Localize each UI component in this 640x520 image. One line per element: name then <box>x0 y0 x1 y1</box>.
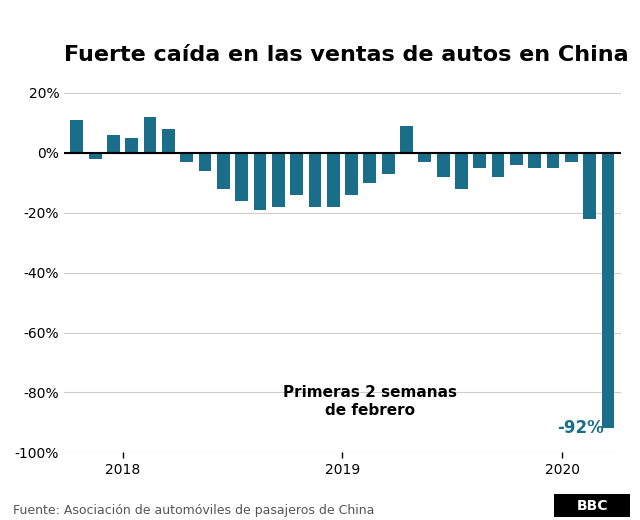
Bar <box>455 153 468 189</box>
Bar <box>236 153 248 201</box>
Bar <box>528 153 541 168</box>
Bar <box>565 153 578 162</box>
Bar <box>400 126 413 153</box>
Bar <box>419 153 431 162</box>
Bar <box>125 138 138 153</box>
Bar <box>492 153 504 177</box>
Bar <box>290 153 303 195</box>
Bar <box>143 117 157 153</box>
Bar <box>89 153 102 159</box>
Bar <box>345 153 358 195</box>
Bar <box>198 153 211 171</box>
Text: Fuente: Asociación de automóviles de pasajeros de China: Fuente: Asociación de automóviles de pas… <box>13 504 374 517</box>
Bar <box>107 135 120 153</box>
Bar <box>547 153 559 168</box>
Text: BBC: BBC <box>576 499 608 513</box>
Bar <box>364 153 376 183</box>
Bar <box>382 153 395 174</box>
Bar <box>70 120 83 153</box>
Bar <box>217 153 230 189</box>
Bar <box>436 153 449 177</box>
Bar <box>253 153 266 210</box>
Text: Primeras 2 semanas
de febrero: Primeras 2 semanas de febrero <box>283 385 457 418</box>
Text: Fuerte caída en las ventas de autos en China: Fuerte caída en las ventas de autos en C… <box>64 45 628 66</box>
Bar <box>162 129 175 153</box>
Text: -92%: -92% <box>557 420 604 437</box>
Bar <box>327 153 340 207</box>
Bar <box>308 153 321 207</box>
Bar <box>474 153 486 168</box>
Bar <box>583 153 596 219</box>
Bar <box>272 153 285 207</box>
Bar <box>602 153 614 428</box>
Bar <box>180 153 193 162</box>
Bar <box>510 153 523 165</box>
